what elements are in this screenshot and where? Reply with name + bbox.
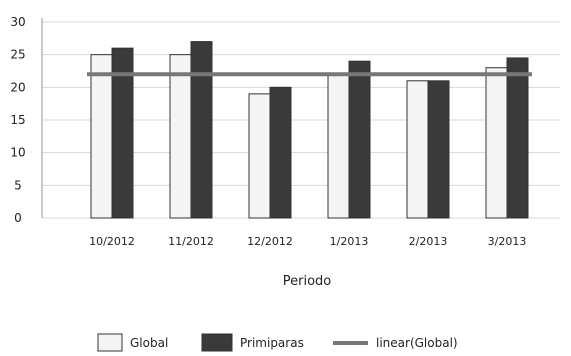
legend-label-global: Global [130, 336, 168, 350]
y-tick-label: 15 [10, 113, 25, 127]
bar-primiparas [269, 86, 292, 219]
legend-swatch-global [97, 333, 123, 352]
legend: Global Primiparas linear(Global) [97, 333, 458, 352]
bar-global [485, 67, 508, 219]
y-tick-label: 5 [14, 178, 22, 192]
bars [90, 41, 529, 219]
x-tick-label: 3/2013 [488, 235, 527, 248]
x-axis: 10/2012 11/2012 12/2012 1/2013 2/2013 3/2013 [89, 235, 526, 248]
y-axis: 0 5 10 15 20 25 30 [10, 15, 43, 225]
x-tick-label: 11/2012 [168, 235, 214, 248]
y-tick-label: 25 [10, 48, 25, 62]
bar-primiparas [190, 41, 213, 219]
x-tick-label: 12/2012 [247, 235, 293, 248]
legend-label-primiparas: Primiparas [240, 336, 304, 350]
bar-primiparas [427, 80, 450, 219]
x-tick-label: 2/2013 [409, 235, 448, 248]
y-tick-label: 0 [14, 211, 22, 225]
y-tick-label: 10 [10, 146, 25, 160]
bar-primiparas [111, 47, 134, 219]
bar-primiparas [348, 60, 371, 219]
legend-label-trend: linear(Global) [376, 336, 458, 350]
bar-global [406, 80, 429, 219]
x-tick-label: 10/2012 [89, 235, 135, 248]
bar-global [90, 54, 113, 219]
bar-primiparas [506, 57, 529, 219]
y-tick-label: 20 [10, 80, 25, 94]
bar-global [169, 54, 192, 219]
bar-global [248, 93, 271, 219]
legend-swatch-primiparas [201, 333, 233, 352]
x-tick-label: 1/2013 [330, 235, 369, 248]
y-tick-label: 30 [10, 15, 25, 29]
x-axis-title: Periodo [283, 274, 332, 289]
bar-global [327, 73, 350, 219]
